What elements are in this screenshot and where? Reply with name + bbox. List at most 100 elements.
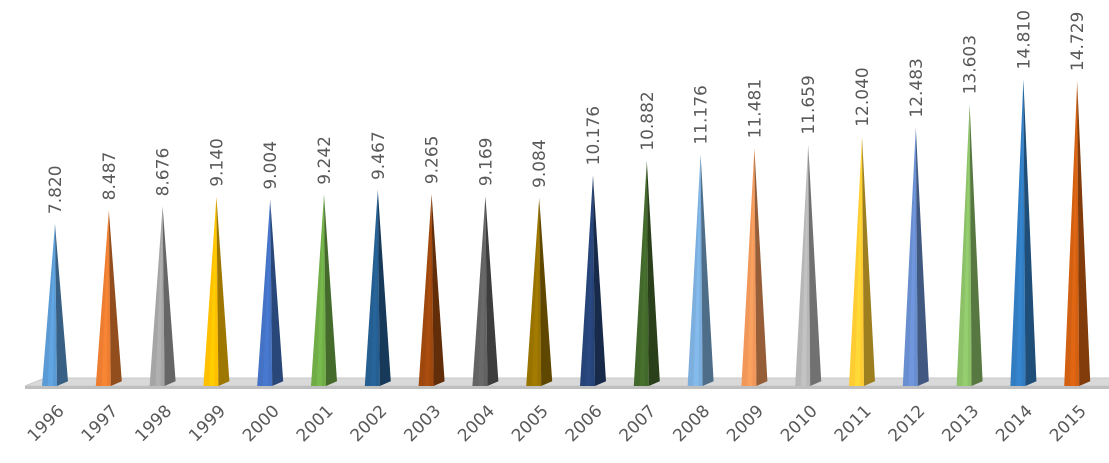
- data-label: 12.040: [853, 67, 873, 126]
- cone-bar: [1010, 79, 1037, 387]
- x-tick-label: 2014: [992, 401, 1037, 446]
- data-label: 11.481: [745, 79, 765, 138]
- cone-face-side: [108, 210, 122, 386]
- cone-face-side: [915, 127, 929, 386]
- data-label: 10.882: [638, 91, 658, 150]
- data-label: 9.004: [261, 141, 281, 190]
- cone-face-side: [539, 197, 553, 386]
- cone-bar: [687, 154, 714, 386]
- data-label: 8.676: [154, 148, 174, 197]
- data-label: 9.467: [369, 131, 389, 180]
- x-axis-tick-labels: 1996 1997 1998 1999 2000 2001 2002 2003 2004 2005…: [24, 401, 1091, 446]
- cone-highlight: [101, 210, 109, 386]
- cone-bar: [741, 148, 768, 386]
- cone-face-side: [808, 144, 822, 386]
- cone-highlight: [370, 190, 378, 386]
- cone-face-side: [700, 154, 714, 386]
- x-tick-label: 2004: [454, 401, 499, 446]
- data-label: 14.810: [1014, 10, 1034, 69]
- cone-highlight: [747, 148, 755, 386]
- cone-highlight: [532, 197, 540, 386]
- cone-face-side: [216, 196, 230, 386]
- data-label: 11.176: [692, 85, 712, 144]
- x-tick-label: 2002: [347, 401, 392, 446]
- data-label: 9.169: [476, 138, 496, 187]
- floor-edge: [25, 386, 1109, 389]
- cone-highlight: [263, 199, 271, 386]
- cone-bar: [311, 194, 337, 386]
- x-tick-label: 2010: [777, 401, 822, 446]
- cone-bar: [580, 175, 606, 386]
- cone-face-side: [377, 190, 391, 386]
- x-tick-label: 1999: [185, 401, 230, 446]
- data-label: 14.729: [1068, 12, 1088, 71]
- x-tick-label: 1998: [131, 401, 176, 446]
- cone-highlight: [639, 160, 647, 386]
- x-tick-label: 2009: [723, 401, 768, 446]
- cone-face-side: [55, 224, 68, 386]
- cone-face-side: [593, 175, 606, 386]
- cone-highlight: [1070, 81, 1078, 386]
- x-tick-label: 2013: [938, 401, 983, 446]
- data-label: 13.603: [961, 35, 981, 94]
- x-tick-label: 2015: [1046, 401, 1091, 446]
- x-tick-label: 1996: [24, 401, 69, 446]
- cone-bar: [795, 144, 822, 386]
- cone-bar: [633, 160, 660, 386]
- cone-face-side: [485, 196, 499, 386]
- cone-highlight: [209, 196, 217, 386]
- cone-highlight: [801, 144, 809, 386]
- cone-bar: [364, 190, 391, 386]
- cone-face-side: [969, 104, 983, 386]
- cone-bar: [1064, 81, 1091, 386]
- cone-bar: [956, 104, 983, 386]
- x-tick-label: 2012: [885, 401, 930, 446]
- cone-bar: [472, 196, 499, 386]
- cone-highlight: [908, 127, 916, 386]
- cone-highlight: [1016, 79, 1024, 387]
- cone-face-side: [1077, 81, 1091, 386]
- x-tick-label: 2005: [508, 401, 553, 446]
- cone-bar: [849, 136, 875, 386]
- x-tick-label: 2000: [239, 401, 284, 446]
- cone-bar: [526, 197, 553, 386]
- cone-face-side: [162, 206, 176, 386]
- cone-highlight: [424, 194, 432, 386]
- floor-plane: [24, 377, 1109, 387]
- cone-highlight: [693, 154, 701, 386]
- cone-face-side: [431, 194, 445, 386]
- cone-bar: [418, 194, 445, 386]
- cone-face-side: [324, 194, 337, 386]
- cone-face-side: [646, 160, 660, 386]
- data-label: 7.820: [46, 165, 66, 214]
- cone-face-side: [862, 136, 875, 386]
- cone-bar: [95, 210, 122, 386]
- cone-bar: [203, 196, 230, 386]
- x-tick-label: 2007: [616, 401, 661, 446]
- cone-highlight: [155, 206, 163, 386]
- cone-highlight: [47, 224, 55, 386]
- chart-floor: [24, 377, 1109, 389]
- data-label: 10.176: [584, 106, 604, 165]
- cone-highlight: [962, 104, 970, 386]
- cone-bar: [257, 199, 284, 386]
- cone-bar: [42, 224, 68, 386]
- x-tick-label: 1997: [78, 401, 123, 446]
- cone-highlight: [478, 196, 486, 386]
- data-label: 8.487: [100, 152, 120, 201]
- cone-bar: [149, 206, 176, 386]
- data-labels: 7.820 8.487 8.676 9.140 9.004 9.242 9.467 9.265…: [46, 10, 1088, 214]
- data-label: 9.084: [530, 139, 550, 188]
- cone-face-side: [1023, 79, 1037, 387]
- cone-highlight: [316, 194, 324, 386]
- data-label: 9.265: [423, 136, 443, 185]
- data-label: 12.483: [907, 58, 927, 117]
- cone-highlight: [854, 136, 862, 386]
- x-tick-label: 2008: [669, 401, 714, 446]
- data-label: 9.140: [207, 138, 227, 187]
- cone-face-side: [754, 148, 768, 386]
- cone-highlight: [585, 175, 593, 386]
- x-tick-label: 2003: [400, 401, 445, 446]
- bars: [42, 79, 1091, 387]
